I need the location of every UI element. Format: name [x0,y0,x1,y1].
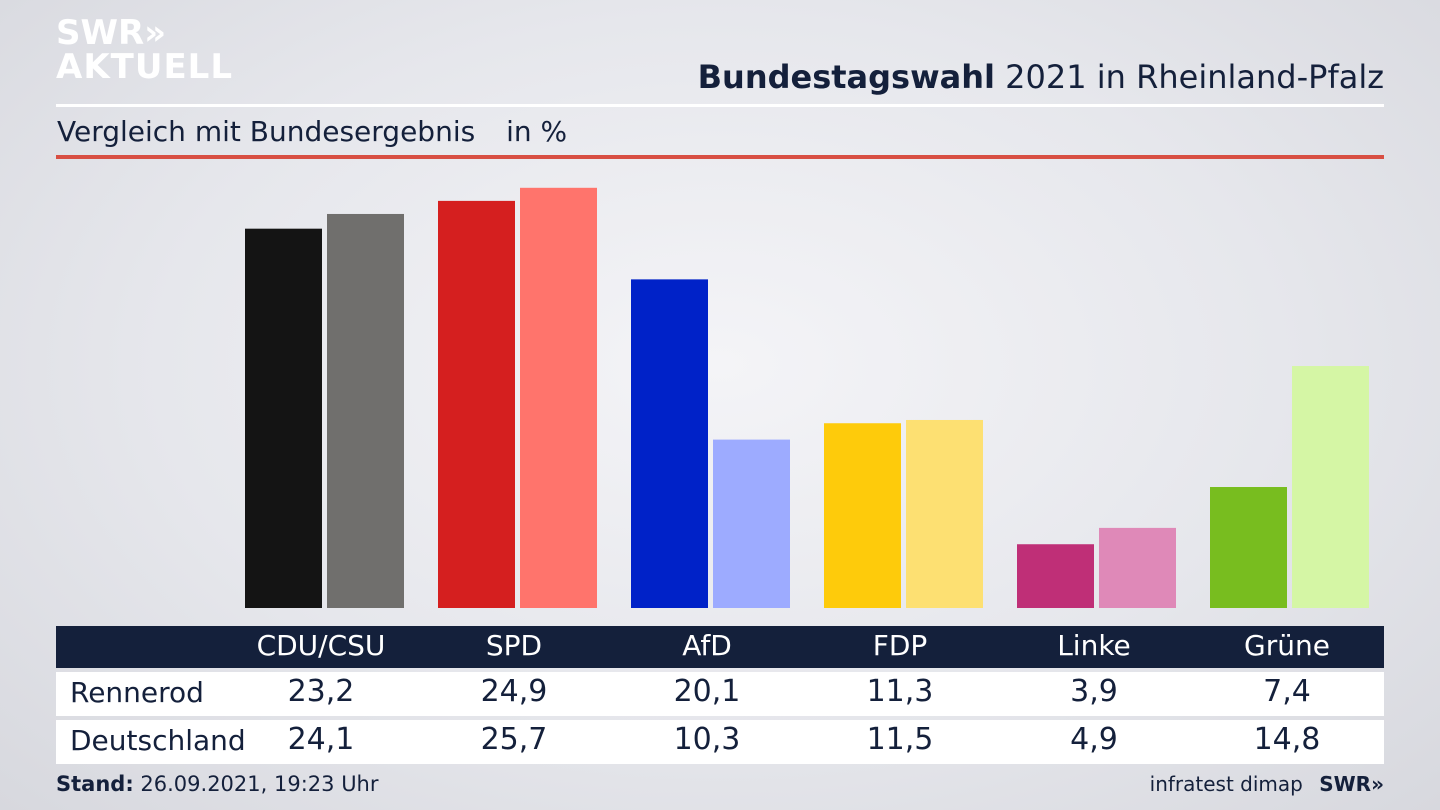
bar-rennerod-spd [438,200,515,608]
header-linke: Linke [1057,629,1131,662]
value-deutschland-cdu-csu: 24,1 [287,722,355,757]
table-row-rennerod: Rennerod 23,2 24,9 20,1 11,3 3,9 7,4 [56,672,1384,716]
header-cdu-csu: CDU/CSU [256,629,386,662]
table-row-deutschland: Deutschland 24,1 25,7 10,3 11,5 4,9 14,8 [56,720,1384,764]
title-bold: Bundestagswahl [697,58,995,96]
chart-title: Bundestagswahl 2021 in Rheinland-Pfalz [698,58,1384,96]
bar-deutschland-linke [1099,527,1176,608]
bar-deutschland-gr-ne [1292,366,1369,608]
header-spd: SPD [485,629,543,662]
source-credit: infratest dimap SWR» [1150,772,1384,796]
bar-deutschland-fdp [906,419,983,608]
value-rennerod-spd: 24,9 [480,674,548,709]
source-label: infratest dimap [1149,772,1303,796]
logo-line-1: SWR» [56,13,167,53]
bar-rennerod-afd [631,279,708,608]
chart-subtitle: Vergleich mit Bundesergebnis in % [57,115,567,148]
value-rennerod-gruene: 7,4 [1263,674,1311,709]
bar-chart [245,187,1369,608]
header-afd: AfD [682,629,732,662]
swr-brand-logo: SWR» [1319,772,1384,796]
stand-label: Stand: [56,772,134,796]
value-deutschland-afd: 10,3 [673,722,741,757]
value-deutschland-spd: 25,7 [480,722,548,757]
value-deutschland-gruene: 14,8 [1253,722,1321,757]
bar-rennerod-linke [1017,544,1094,608]
title-divider [56,104,1384,107]
value-rennerod-fdp: 11,3 [866,674,934,709]
header-fdp: FDP [872,629,928,662]
bar-deutschland-spd [520,187,597,608]
swr-aktuell-logo: SWR» AKTUELL [56,16,233,84]
bar-rennerod-fdp [824,423,901,608]
stand-value: 26.09.2021, 19:23 Uhr [140,772,379,796]
unit-label: in % [506,115,568,148]
subtitle-divider [56,155,1384,159]
subtitle-text: Vergleich mit Bundesergebnis [57,115,476,148]
table-header-row: CDU/CSU SPD AfD FDP Linke Grüne [56,626,1384,668]
timestamp: Stand: 26.09.2021, 19:23 Uhr [56,772,379,796]
bar-rennerod-gr-ne [1210,487,1287,608]
results-table: CDU/CSU SPD AfD FDP Linke Grüne Rennerod… [56,626,1384,764]
title-rest: 2021 in Rheinland-Pfalz [1005,58,1384,96]
value-deutschland-fdp: 11,5 [866,722,934,757]
value-rennerod-afd: 20,1 [673,674,741,709]
bar-deutschland-cdu-csu [327,213,404,608]
value-deutschland-linke: 4,9 [1070,722,1118,757]
bar-rennerod-cdu-csu [245,228,322,608]
row-label-deutschland: Deutschland [70,724,246,757]
logo-line-2: AKTUELL [56,47,234,87]
value-rennerod-linke: 3,9 [1070,674,1118,709]
header-gruene: Grüne [1244,629,1330,662]
bar-deutschland-afd [713,439,790,608]
row-label-rennerod: Rennerod [70,676,204,709]
value-rennerod-cdu-csu: 23,2 [287,674,355,709]
